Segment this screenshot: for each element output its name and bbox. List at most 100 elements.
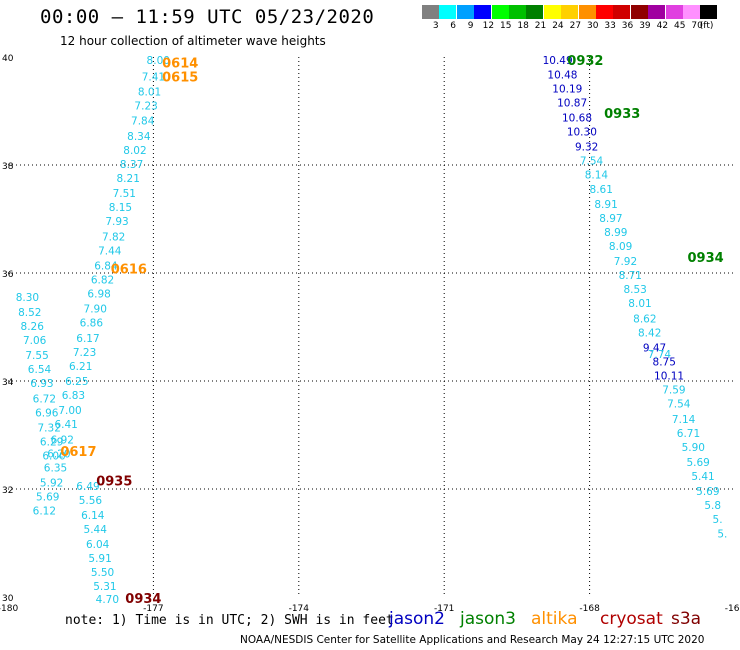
wave-height-label: 5. [717,528,727,540]
x-tick-label: -165 [725,604,740,614]
wave-height-label: 8.14 [585,170,609,182]
wave-height-label: 6.82 [91,274,114,286]
y-tick-label: 38 [2,162,14,172]
wave-height-label: 5.91 [88,553,111,565]
wave-height-label: 6.86 [80,318,104,330]
scale-unit: (ft) [699,21,714,31]
chart-marks: 8.00 7.41 8.01 7.23 7.84 8.34 8.02 8.37 8.21 7.51… [16,55,728,606]
wave-height-label: 8.91 [594,199,617,211]
scale-swatch [491,5,509,19]
wave-height-label: 6.93 [30,378,53,390]
wave-height-label: 5.50 [91,567,114,579]
track-time-label: 0934 [125,592,161,607]
scale-swatch [456,5,474,19]
scale-swatch [439,5,457,19]
x-tick-label: -177 [143,604,163,614]
wave-height-label: 5.69 [686,457,709,469]
wave-height-label: 8.75 [653,357,676,369]
wave-height-label: 8.71 [619,270,642,282]
scale-label: 33 [604,21,616,31]
track-time-label: 0614 [162,56,198,71]
wave-height-label: 6.98 [87,289,110,301]
wave-height-label: 10.68 [562,112,592,124]
wave-height-label: 5.69 [696,486,719,498]
wave-height-label: 5. [713,514,723,526]
wave-height-label: 6.41 [54,419,77,431]
scale-label: 21 [534,21,547,31]
wave-height-label: 6.72 [33,393,56,405]
satellite-s3a: s3a [671,609,702,629]
wave-height-label: 7.00 [58,405,81,417]
wave-height-label: 10.49 [543,55,573,67]
wave-height-label: 7.59 [662,385,685,397]
x-tick-label: -180 [0,604,18,614]
wave-height-label: 7.23 [134,101,157,113]
wave-height-label: 6.29 [40,436,63,448]
wave-height-label: 7.44 [98,245,122,257]
wave-height-label: 7.74 [648,349,672,361]
wave-height-label: 7.92 [614,256,637,268]
wave-height-label: 6.04 [86,539,110,551]
wave-height-label: 4.70 [96,594,119,606]
scale-label: 6 [450,21,457,31]
scale-swatch [630,5,648,19]
satellite-jason2: jason2 [389,609,445,629]
track-time-label: 0933 [604,107,640,122]
wave-height-label: 6.17 [76,333,99,345]
scale-label: 39 [639,21,651,31]
wave-height-label: 5.8 [704,500,721,512]
wave-height-label: 6.21 [69,361,92,373]
wave-height-label: 6.00 [42,451,65,463]
wave-height-label: 6.35 [44,462,67,474]
wave-height-label: 8.00 [147,55,170,67]
wave-height-label: 7.06 [23,335,47,347]
scale-swatch [422,5,439,19]
scale-label: 45 [674,21,686,31]
wave-height-label: 8.01 [628,298,651,310]
wave-height-label: 8.97 [599,213,622,225]
wave-height-label: 8.53 [623,284,646,296]
wave-height-label: 9.32 [575,142,598,154]
wave-height-label: 6.92 [51,434,74,446]
wave-height-label: 7.32 [38,422,61,434]
wave-height-label: 8.62 [633,313,656,325]
wave-height-label: 7.51 [113,188,136,200]
wave-height-label: 6.83 [62,390,85,402]
wave-height-label: 5.90 [682,442,705,454]
wave-height-label: 8.15 [109,202,132,214]
wave-height-label: 8.09 [609,241,632,253]
satellite-cryosat: cryosat [600,609,663,629]
wave-height-label: 8.37 [120,159,143,171]
scale-label: 24 [552,21,564,31]
wave-height-label: 9.47 [643,343,666,355]
track-time-label: 0617 [60,445,96,460]
wave-height-label: 7.54 [580,156,604,168]
scale-swatch [578,5,596,19]
wave-height-label: 7.23 [73,347,96,359]
scale-label: 70 [691,21,703,31]
x-tick-label: -171 [434,604,454,614]
page-subtitle: 12 hour collection of altimeter wave hei… [60,34,326,48]
wave-height-label: 6.12 [33,506,56,518]
scale-swatch [648,5,666,19]
y-tick-label: 36 [2,270,14,280]
y-tick-label: 40 [2,54,14,64]
wave-height-label: 7.82 [102,231,125,243]
scale-label: 42 [656,21,669,31]
wave-height-label: 8.01 [138,87,161,99]
wave-height-label: 10.11 [654,371,684,383]
wave-height-label: 7.54 [667,399,691,411]
scale-label: 12 [482,21,495,31]
y-tick-label: 32 [2,486,13,496]
scale-swatch [561,5,579,19]
wave-height-label: 8.42 [638,327,661,339]
wave-height-label: 6.14 [81,510,105,522]
wave-height-label: 7.41 [142,71,165,83]
wave-height-label: 7.90 [84,304,107,316]
wave-height-label: 5.69 [36,492,59,504]
wave-height-label: 8.02 [123,145,146,157]
scale-swatch [474,5,492,19]
wave-height-label: 5.92 [40,478,63,490]
